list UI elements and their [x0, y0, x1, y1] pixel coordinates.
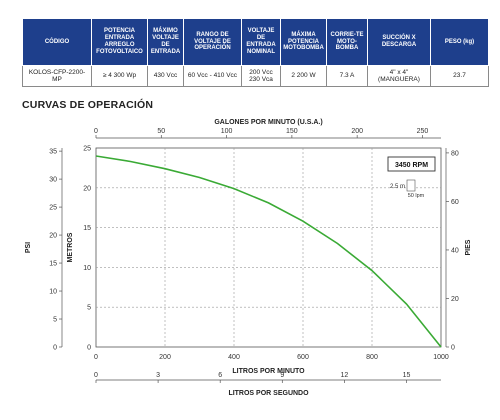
scale-note-vertical: 2.5 m	[390, 184, 405, 190]
lps-axis-tick-label: 15	[403, 372, 411, 379]
x-tick-label: 1000	[433, 354, 449, 361]
x-axis-title: LITROS POR MINUTO	[232, 368, 305, 375]
lps-axis-tick-label: 9	[280, 372, 284, 379]
top-axis-title: GALONES POR MINUTO (U.S.A.)	[214, 119, 322, 126]
psi-axis-tick-label: 10	[49, 289, 57, 296]
feet-axis-tick-label: 60	[451, 199, 459, 206]
plot-frame	[95, 147, 442, 348]
psi-axis-tick-label: 5	[53, 317, 57, 324]
rpm-label-box	[387, 156, 436, 172]
top-axis-tick-label: 200	[351, 128, 363, 135]
lps-axis-tick-label: 3	[156, 372, 160, 379]
header-maxima-potencia: MÁXIMA POTENCIA MOTOBOMBA	[280, 18, 327, 66]
top-axis-tick-label: 150	[286, 128, 298, 135]
psi-axis-tick-label: 35	[49, 149, 57, 156]
cell-rango-voltaje: 60 Vcc - 410 Vcc	[183, 65, 242, 87]
table-header-row: CÓDIGO POTENCIA ENTRADA ARREGLO FOTOVOLT…	[22, 18, 489, 66]
psi-axis-tick-label: 15	[49, 261, 57, 268]
header-peso: PESO (kg)	[430, 18, 489, 66]
feet-axis-tick-label: 40	[451, 247, 459, 254]
lps-axis-tick-label: 6	[218, 372, 222, 379]
x-tick-label: 0	[94, 354, 98, 361]
x-tick-label: 600	[297, 354, 309, 361]
header-voltaje-nominal: VOLTAJE DE ENTRADA NOMINAL	[241, 18, 281, 66]
spec-table: CÓDIGO POTENCIA ENTRADA ARREGLO FOTOVOLT…	[22, 18, 489, 87]
psi-axis-title: PSI	[25, 242, 32, 253]
psi-axis-tick-label: 20	[49, 233, 57, 240]
feet-axis-title: PIES	[465, 239, 472, 255]
x-tick-label: 400	[228, 354, 240, 361]
lps-axis-tick-label: 0	[94, 372, 98, 379]
feet-axis-tick-label: 0	[451, 345, 455, 352]
x-tick-label: 200	[159, 354, 171, 361]
cell-potencia-entrada: ≥ 4 300 Wp	[91, 65, 148, 87]
psi-axis-tick-label: 0	[53, 345, 57, 352]
y-axis-title: METROS	[67, 232, 74, 262]
lps-axis-title: LITROS POR SEGUNDO	[228, 390, 309, 397]
y-tick-label: 20	[83, 185, 91, 192]
y-tick-label: 15	[83, 225, 91, 232]
header-corriente: CORRIE-TE MOTO-BOMBA	[326, 18, 368, 66]
top-axis-tick-label: 250	[417, 128, 429, 135]
y-tick-label: 0	[87, 345, 91, 352]
psi-axis-tick-label: 30	[49, 177, 57, 184]
performance-curve	[95, 155, 442, 348]
y-tick-label: 5	[87, 305, 91, 312]
y-tick-label: 25	[83, 146, 91, 153]
table-row: KOLOS-CFP-2200-MP ≥ 4 300 Wp 430 Vcc 60 …	[22, 65, 489, 87]
cell-succion-descarga: 4" x 4" (MANGUERA)	[367, 65, 431, 87]
feet-axis-tick-label: 20	[451, 296, 459, 303]
chart-title: CURVAS DE OPERACIÓN	[22, 99, 154, 111]
feet-axis-tick-label: 80	[451, 150, 459, 157]
x-tick-label: 800	[366, 354, 378, 361]
lps-axis-tick-label: 12	[341, 372, 349, 379]
header-codigo: CÓDIGO	[22, 18, 92, 66]
psi-axis-tick-label: 25	[49, 205, 57, 212]
cell-peso: 23.7	[430, 65, 489, 87]
scale-note-box	[406, 179, 416, 192]
cell-voltaje-nominal: 200 Vcc 230 Vca	[241, 65, 281, 87]
rpm-label: 3450 RPM	[395, 162, 428, 169]
cell-codigo: KOLOS-CFP-2200-MP	[22, 65, 92, 87]
top-axis-tick-label: 0	[94, 128, 98, 135]
top-axis-tick-label: 100	[221, 128, 233, 135]
header-maximo-voltaje: MÁXIMO VOLTAJE DE ENTRADA	[147, 18, 184, 66]
header-succion-descarga: SUCCIÓN X DESCARGA	[367, 18, 431, 66]
y-tick-label: 10	[83, 265, 91, 272]
scale-note-horizontal: 50 lpm	[408, 193, 425, 199]
top-axis-tick-label: 50	[157, 128, 165, 135]
